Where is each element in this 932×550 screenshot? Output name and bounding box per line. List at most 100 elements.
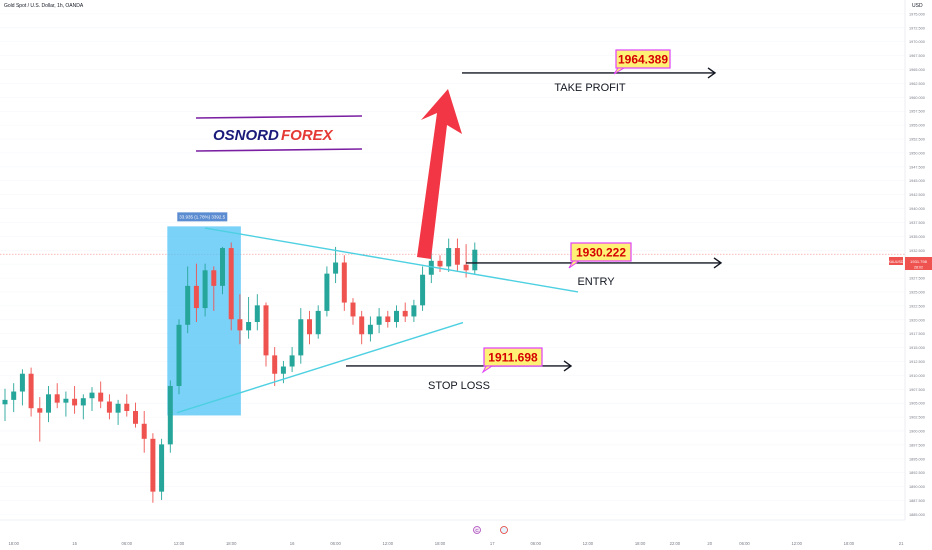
price-tick-label: 1955.000 bbox=[909, 124, 925, 128]
price-tick-label: 1897.500 bbox=[909, 443, 925, 447]
candle-body bbox=[428, 260, 434, 275]
stop-loss-price-tag bbox=[483, 347, 543, 367]
candle-body bbox=[28, 373, 34, 409]
candle-body bbox=[11, 391, 17, 400]
time-tick-label: 21 bbox=[899, 541, 904, 546]
chart-title: Gold Spot / U.S. Dollar, 1h, OANDA bbox=[4, 3, 84, 9]
axis-currency: USD bbox=[912, 3, 923, 9]
candle-body bbox=[176, 324, 182, 386]
take-profit-level[interactable]: 1964.389 TAKE PROFIT bbox=[554, 49, 671, 94]
price-tick-label: 1942.500 bbox=[909, 193, 925, 197]
time-tick-label: 06:00 bbox=[330, 541, 341, 546]
price-tick-label: 1927.500 bbox=[909, 277, 925, 281]
price-tick-label: 1960.000 bbox=[909, 96, 925, 100]
price-tick-label: 1920.000 bbox=[909, 318, 925, 322]
measure-tag-text: 33.935 (1.78%) 3392.5 bbox=[179, 214, 225, 219]
take-profit-price: 1964.389 bbox=[618, 53, 668, 67]
candle-body bbox=[437, 260, 443, 267]
candle-body bbox=[237, 319, 243, 331]
candle-body bbox=[324, 273, 330, 311]
candle-body bbox=[141, 423, 147, 439]
candle-body bbox=[124, 403, 130, 411]
event-icons[interactable]: C bbox=[473, 526, 508, 534]
candle-body bbox=[298, 319, 304, 356]
candle-body bbox=[2, 399, 8, 405]
brand-logo: OSNORD FOREX bbox=[195, 115, 363, 152]
price-tick-label: 1932.500 bbox=[909, 249, 925, 253]
stop-loss-level[interactable]: 1911.698 STOP LOSS bbox=[428, 347, 543, 392]
candle-body bbox=[72, 398, 78, 406]
candle-body bbox=[463, 264, 469, 271]
candle-body bbox=[367, 324, 373, 335]
candle-body bbox=[46, 394, 51, 413]
take-profit-price-tag bbox=[615, 49, 671, 69]
candle-body bbox=[80, 398, 86, 406]
entry-price: 1930.222 bbox=[576, 246, 626, 260]
entry-price-tag bbox=[570, 242, 632, 262]
arrow-shape bbox=[417, 89, 462, 259]
candle-body bbox=[315, 310, 321, 335]
price-tick-label: 1902.500 bbox=[909, 416, 925, 420]
trade-levels bbox=[346, 67, 723, 372]
price-tick-label: 1962.500 bbox=[909, 82, 925, 86]
measure-tag-background bbox=[177, 212, 228, 222]
time-tick-label: 18:00 bbox=[844, 541, 855, 546]
time-tick-label: 17 bbox=[490, 541, 495, 546]
price-tick-label: 1922.500 bbox=[909, 304, 925, 308]
up-arrow-icon bbox=[417, 89, 462, 259]
candle-body bbox=[246, 322, 252, 331]
candle-body bbox=[307, 319, 312, 335]
candle-body bbox=[202, 270, 208, 309]
current-price-tag: XAUUSD 1931.798 28:02 bbox=[889, 257, 932, 270]
current-price-value: 1931.798 bbox=[910, 259, 927, 264]
time-tick-label: 12:00 bbox=[583, 541, 594, 546]
price-tick-label: 1972.500 bbox=[909, 26, 925, 30]
time-tick-label: 22:00 bbox=[670, 541, 681, 546]
candle-body bbox=[341, 262, 347, 303]
stop-loss-price: 1911.698 bbox=[488, 351, 538, 365]
price-tick-label: 1915.000 bbox=[909, 346, 925, 350]
take-profit-label: TAKE PROFIT bbox=[554, 82, 626, 94]
stop-loss-tag-pointer bbox=[481, 365, 494, 374]
take-profit-tag-pointer bbox=[613, 67, 626, 75]
price-tick-label: 1945.000 bbox=[909, 179, 925, 183]
price-tick-label: 1917.500 bbox=[909, 332, 925, 336]
price-tick-label: 1967.500 bbox=[909, 54, 925, 58]
brand-word-forex: FOREX bbox=[281, 127, 334, 144]
event-c-icon-glyph: C bbox=[475, 528, 479, 533]
candle-body bbox=[159, 444, 165, 492]
time-tick-label: 12:00 bbox=[383, 541, 394, 546]
time-tick-label: 18:00 bbox=[226, 541, 237, 546]
price-tick-label: 1892.500 bbox=[909, 471, 925, 475]
candle-body bbox=[350, 302, 356, 317]
time-axis: 18:00 15 06:00 12:00 18:00 16 06:00 12:00 18:00 1… bbox=[0, 519, 905, 546]
current-symbol-tag bbox=[889, 257, 903, 265]
entry-level[interactable]: 1930.222 ENTRY bbox=[568, 242, 632, 288]
chart-grid bbox=[0, 13, 905, 515]
price-tick-label: 1970.000 bbox=[909, 40, 925, 44]
price-tick-label: 1952.500 bbox=[909, 138, 925, 142]
price-tick-label: 1912.500 bbox=[909, 360, 925, 364]
current-countdown: 28:02 bbox=[914, 266, 923, 270]
candles bbox=[2, 238, 478, 503]
brand-bottom-rule bbox=[195, 148, 363, 152]
candle-body bbox=[37, 408, 43, 413]
price-tick-label: 1907.500 bbox=[909, 388, 925, 392]
entry-tag-pointer bbox=[568, 260, 581, 269]
candle-body bbox=[376, 316, 382, 325]
brand-word-osnord: OSNORD bbox=[213, 127, 279, 144]
time-tick-label: 18:00 bbox=[635, 541, 646, 546]
candle-body bbox=[394, 310, 399, 323]
candle-body bbox=[333, 262, 339, 274]
price-tick-label: 1925.000 bbox=[909, 290, 925, 294]
candle-body bbox=[446, 248, 452, 267]
price-tick-label: 1895.000 bbox=[909, 457, 925, 461]
candle-body bbox=[167, 385, 173, 445]
time-tick-label: 06:00 bbox=[530, 541, 541, 546]
time-tick-label: 16 bbox=[290, 541, 295, 546]
candle-body bbox=[454, 248, 460, 265]
trendlines[interactable] bbox=[176, 227, 579, 414]
candle-body bbox=[193, 285, 199, 309]
time-tick-label: 12:00 bbox=[791, 541, 802, 546]
